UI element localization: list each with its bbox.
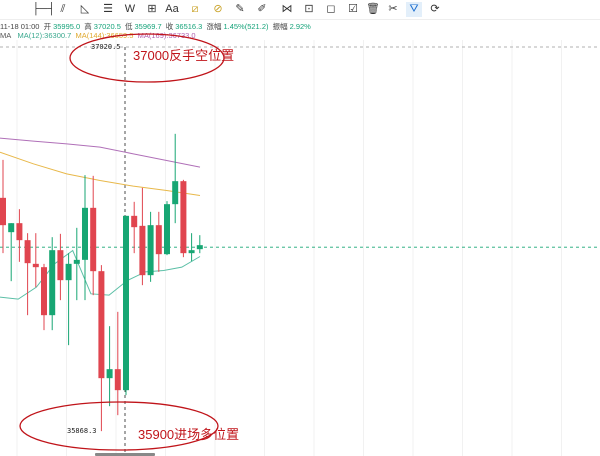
annotation-short-position: 37000反手空位置 — [133, 48, 235, 63]
eraser-icon[interactable]: ✂ — [388, 3, 398, 15]
fib-circle-icon[interactable]: ⊘ — [213, 3, 223, 15]
candle-body — [82, 207, 88, 260]
open-value: 35995.0 — [53, 22, 81, 31]
close-value: 36516.3 — [175, 22, 203, 31]
high-value: 37020.5 — [93, 22, 121, 31]
candle-body — [172, 181, 179, 205]
horizontal-scrollbar[interactable] — [95, 453, 155, 456]
fib-tool-icon[interactable]: ⧄ — [191, 3, 199, 15]
candle-body — [90, 207, 97, 272]
candle-body — [98, 271, 105, 379]
candle-body — [164, 204, 170, 255]
change-value: 1.45%(521.2) — [223, 22, 269, 31]
candle-body — [8, 223, 15, 233]
drawing-toolbar: ├─┤ ⫽ ◺ ☰ W ⊞ Aa ⧄ ⊘ ✎ ✐ ⋈ ⊡ ◻ ☑ 🗑 ✂ ⛛ ⟳ — [0, 0, 600, 20]
ma12-label: MA(12):36300.7 — [17, 31, 72, 40]
parallel-channel-icon[interactable]: ⫽ — [60, 3, 66, 15]
rectangle-icon[interactable]: ◻ — [326, 3, 336, 15]
annotation-ellipse-top — [69, 33, 225, 83]
ma144-label: MA(144):36659.5 — [75, 31, 134, 40]
text-lines-icon[interactable]: ☰ — [103, 3, 113, 15]
candle-body — [114, 369, 121, 391]
low-price-marker: 35868.3 — [67, 427, 97, 435]
candle-body — [139, 225, 146, 276]
annotation-ellipse-bottom — [19, 401, 219, 451]
sync-icon[interactable]: ⟳ — [430, 3, 440, 15]
candle-body — [131, 215, 138, 228]
ma169-line — [0, 137, 201, 168]
brush-icon[interactable]: ✎ — [235, 3, 245, 15]
lock-icon[interactable]: ⊡ — [304, 3, 314, 15]
wave-pattern-icon[interactable]: W — [124, 3, 136, 15]
filter-icon[interactable]: ⛛ — [406, 2, 422, 17]
high-price-marker: 37020.5 — [91, 43, 121, 51]
measure-box-icon[interactable]: ⊞ — [147, 3, 157, 15]
candle-body — [49, 250, 56, 316]
candle-body — [155, 225, 162, 255]
annotation-long-position: 35900进场多位置 — [138, 427, 240, 442]
candle-body — [73, 259, 80, 264]
candle-body — [57, 250, 64, 281]
candle-body — [180, 181, 187, 254]
candle-body — [196, 245, 203, 250]
low-value: 35969.7 — [134, 22, 162, 31]
text-icon[interactable]: Aa — [165, 3, 179, 15]
candle-body — [106, 369, 113, 379]
ma-toggle[interactable]: MA — [0, 31, 12, 40]
triangle-tool-icon[interactable]: ◺ — [80, 3, 90, 15]
candle-body — [0, 197, 6, 226]
highlighter-icon[interactable]: ✐ — [257, 3, 267, 15]
ma144-line — [0, 151, 201, 196]
ma169-label: MA(169):36733.0 — [137, 31, 196, 40]
candle-body — [147, 225, 154, 276]
candle-body — [32, 263, 39, 268]
candle-body — [188, 250, 195, 254]
pattern-icon[interactable]: ⋈ — [281, 3, 293, 15]
candle-body — [41, 267, 47, 316]
candle-body — [65, 263, 72, 281]
candle-body — [24, 240, 31, 264]
candle-body — [123, 215, 129, 391]
bar-time: 11-18 01:00 — [0, 22, 40, 31]
ma-legend: MA MA(12):36300.7 MA(144):36659.5 MA(169… — [0, 31, 196, 40]
delete-icon[interactable]: 🗑 — [366, 3, 380, 15]
edit-icon[interactable]: ☑ — [348, 3, 358, 15]
ohlc-info-bar: 11-18 01:00 开 35995.0 高 37020.5 低 35969.7 收… — [0, 22, 311, 31]
candle-body — [16, 223, 23, 241]
amplitude-value: 2.92% — [289, 22, 311, 31]
